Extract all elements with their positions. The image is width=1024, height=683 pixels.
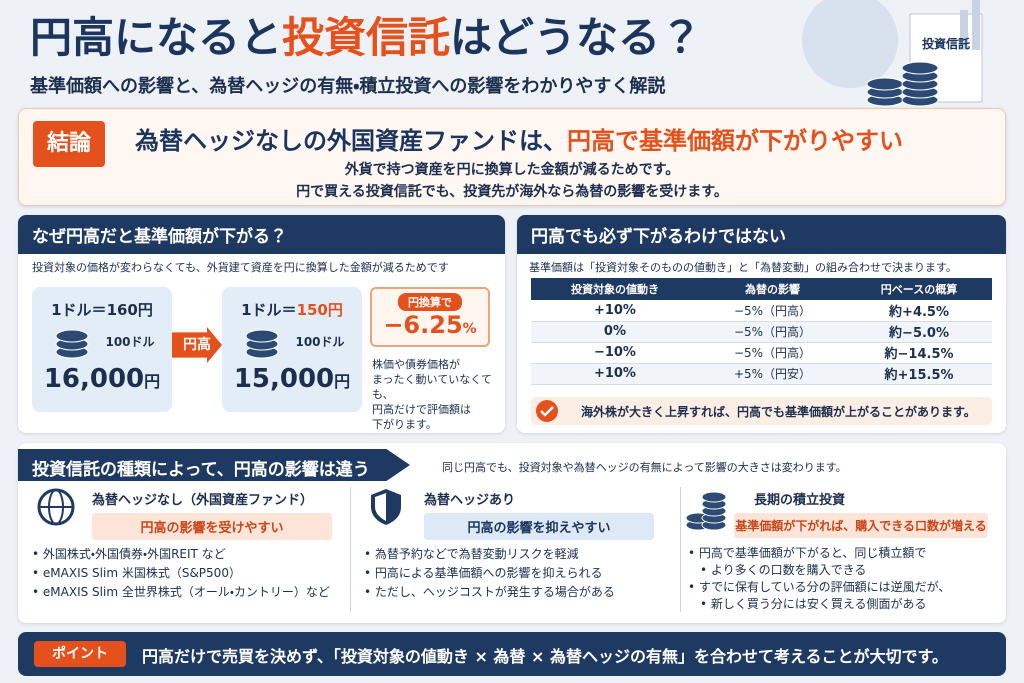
table-cell: +10% bbox=[531, 363, 699, 385]
explanation-line: 株価や債券価格が bbox=[372, 358, 460, 371]
title-highlight: 投資信託 bbox=[282, 13, 451, 62]
title-part: はどうなる？ bbox=[450, 13, 703, 62]
callout-unit: % bbox=[462, 321, 477, 337]
table-cell: 約+4.5% bbox=[846, 300, 992, 322]
not-always-note: 基準価額は「投資対象そのものの値動き」と「為替変動」の組み合わせで決まります。 bbox=[529, 261, 957, 274]
amount-label: 100ドル bbox=[105, 335, 154, 349]
type-bullet: 円高で基準価額が下がると、同じ積立額で bbox=[688, 545, 998, 562]
rate-value: 160円 bbox=[106, 301, 153, 319]
type-title: 長期の積立投資 bbox=[754, 493, 846, 508]
point-badge: ポイント bbox=[34, 641, 126, 667]
point-text: 円高だけで売買を決めず、「投資対象の値動き × 為替 × 為替ヘッジの有無」を合… bbox=[142, 647, 948, 666]
explanation-line: 下がります。 bbox=[372, 418, 437, 431]
coins: 100ドル bbox=[245, 329, 345, 359]
not-always-title: 円高でも必ず下がるわけではない bbox=[517, 215, 1006, 254]
table-cell: −10% bbox=[531, 342, 699, 364]
headline-highlight: 円高で基準価額が下がりやすい bbox=[567, 127, 903, 155]
title-part: 円高になると bbox=[30, 13, 283, 62]
type-bullet: ただし、ヘッジコストが発生する場合がある bbox=[364, 583, 684, 602]
coins: 100ドル bbox=[55, 329, 155, 359]
globe-icon bbox=[37, 488, 75, 526]
type-bullet: eMAXIS Slim 全世界株式（オール・カントリー）など bbox=[32, 583, 352, 602]
headline-part: 為替ヘッジなしの外国資産ファンドは、 bbox=[135, 127, 567, 155]
coins-icon bbox=[685, 491, 727, 531]
callout-label: 円換算で bbox=[398, 293, 462, 311]
table-wrap: 投資対象の値動き 為替の影響 円ベースの概算 +10% −5%（円高） 約+4.5% 0… bbox=[531, 278, 992, 385]
callout-value: −6.25 bbox=[383, 311, 463, 339]
document-label: 投資信託 bbox=[922, 36, 970, 51]
type-tag: 円高の影響を抑えやすい bbox=[424, 513, 654, 540]
table-cell: −5%（円高） bbox=[698, 342, 847, 364]
table-cell: −5%（円高） bbox=[698, 321, 847, 343]
type-bullet: 外国株式・外国債券・外国REIT など bbox=[32, 545, 352, 564]
rate-label: 1ドル＝ bbox=[51, 301, 107, 319]
callout: 円換算で −6.25% bbox=[370, 287, 490, 347]
yen-unit: 円 bbox=[334, 372, 351, 391]
shield-icon bbox=[371, 489, 401, 525]
not-always-panel: 円高でも必ず下がるわけではない 基準価額は「投資対象そのものの値動き」と「為替変… bbox=[517, 215, 1006, 433]
subtitle: 基準価額への影響と、為替ヘッジの有無・積立投資への影響をわかりやすく解説 bbox=[30, 76, 666, 97]
why-panel: なぜ円高だと基準価額が下がる？ 投資対象の価格が変わらなくても、外貨建て資産を円… bbox=[18, 215, 505, 433]
point-bar: ポイント 円高だけで売買を決めず、「投資対象の値動き × 為替 × 為替ヘッジの… bbox=[18, 632, 1006, 676]
type-title: 為替ヘッジあり bbox=[424, 493, 516, 508]
table-header: 為替の影響 bbox=[698, 278, 847, 300]
types-title: 投資信託の種類によって、円高の影響は違う bbox=[18, 449, 410, 481]
type-bullet: すでに保有している分の評価額には逆風だが、 bbox=[688, 579, 998, 596]
table-cell: 約−5.0% bbox=[846, 321, 992, 343]
table-cell: 0% bbox=[531, 321, 699, 343]
amount-label: 100ドル bbox=[295, 335, 344, 349]
conclusion-line: 円で買える投資信託でも、投資先が海外なら為替の影響を受けます。 bbox=[296, 184, 728, 200]
explanation-line: まったく動いていなくても、 bbox=[372, 373, 492, 401]
check-text: 海外株が大きく上昇すれば、円高でも基準価額が上がることがあります。 bbox=[581, 405, 976, 419]
table-cell: +10% bbox=[531, 300, 699, 322]
type-tag: 基準価額が下がれば、購入できる口数が増える bbox=[734, 513, 988, 538]
table-cell: 約−14.5% bbox=[846, 342, 992, 364]
table-header: 投資対象の値動き bbox=[531, 278, 699, 300]
arrow: 円高 bbox=[172, 327, 222, 363]
after-box: 1ドル＝150円 100ドル 15,000円 bbox=[222, 287, 362, 412]
type-tag: 円高の影響を受けやすい bbox=[92, 513, 332, 540]
title: 円高になると投資信託はどうなる？ bbox=[30, 4, 702, 65]
type-bullet: 為替予約などで為替変動リスクを軽減 bbox=[364, 545, 684, 564]
rate-value: 150円 bbox=[296, 301, 343, 319]
table-cell: 約+15.5% bbox=[846, 363, 992, 385]
types-note: 同じ円高でも、投資対象や為替ヘッジの有無によって影響の大きさは変わります。 bbox=[442, 461, 847, 474]
table-cell: −5%（円高） bbox=[698, 300, 847, 322]
rate-label: 1ドル＝ bbox=[241, 301, 297, 319]
before-box: 1ドル＝160円 100ドル 16,000円 bbox=[32, 287, 172, 412]
yen-unit: 円 bbox=[144, 372, 161, 391]
why-note: 投資対象の価格が変わらなくても、外貨建て資産を円に換算した金額が減るためです bbox=[32, 261, 449, 274]
explanation-line: 円高だけで評価額は bbox=[372, 403, 471, 416]
type-bullet-cont: より多くの口数を購入できる bbox=[688, 562, 998, 579]
type-bullet-cont: 新しく買う分には安く買える側面がある bbox=[688, 596, 998, 613]
types-panel: 投資信託の種類によって、円高の影響は違う 同じ円高でも、投資対象や為替ヘッジの有… bbox=[18, 443, 1006, 623]
conclusion: 結論 為替ヘッジなしの外国資産ファンドは、円高で基準価額が下がりやすい 外貨で持… bbox=[18, 108, 1006, 206]
yen-value: 16,000 bbox=[43, 364, 145, 394]
table-cell: +5%（円安） bbox=[698, 363, 847, 385]
conclusion-badge: 結論 bbox=[33, 121, 105, 167]
yen-value: 15,000 bbox=[233, 364, 335, 394]
why-title: なぜ円高だと基準価額が下がる？ bbox=[18, 215, 505, 254]
illustration: 投資信託 bbox=[802, 0, 983, 107]
type-title: 為替ヘッジなし（外国資産ファンド） bbox=[92, 493, 314, 508]
conclusion-headline: 為替ヘッジなしの外国資産ファンドは、円高で基準価額が下がりやすい bbox=[135, 121, 903, 156]
type-bullet: 円高による基準価額への影響を抑えられる bbox=[364, 564, 684, 583]
conclusion-line: 外貨で持つ資産を円に換算した金額が減るためです。 bbox=[344, 162, 680, 178]
table-header: 円ベースの概算 bbox=[846, 278, 992, 300]
check-bar: 海外株が大きく上昇すれば、円高でも基準価額が上がることがあります。 bbox=[531, 397, 992, 425]
globe bbox=[802, 0, 898, 88]
check-icon bbox=[536, 400, 558, 422]
type-bullet: eMAXIS Slim 米国株式（S&P500） bbox=[32, 564, 352, 583]
impact-table: 投資対象の値動き 為替の影響 円ベースの概算 +10% −5%（円高） 約+4.5% 0… bbox=[531, 278, 992, 385]
